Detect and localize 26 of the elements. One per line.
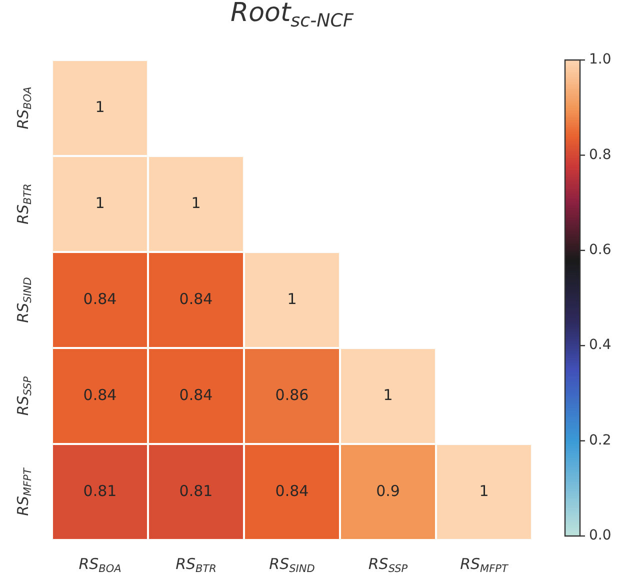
data-label: 0.84	[275, 482, 309, 500]
data-label: 0.9	[376, 482, 400, 500]
data-label: 0.81	[83, 482, 117, 500]
color-bar-label: 1.0	[589, 52, 612, 68]
y-tick-label: RSSSP	[14, 376, 34, 416]
data-label: 0.84	[83, 386, 117, 404]
data-label: 1	[95, 194, 105, 212]
color-bar-label: 0.2	[589, 432, 612, 448]
data-label: 1	[479, 482, 489, 500]
y-tick-label: RSBTR	[14, 184, 34, 224]
data-label: 1	[95, 98, 105, 116]
color-bar-label: 0.8	[589, 146, 612, 163]
color-bar-label: 0.6	[589, 242, 612, 258]
y-tick-label: RSMFPT	[14, 466, 34, 516]
data-label: 0.84	[179, 290, 213, 308]
color-bar-label: 0.0	[589, 528, 612, 544]
data-label: 1	[287, 290, 297, 308]
color-bar-label: 0.4	[589, 337, 612, 354]
y-tick-label: RSBOA	[14, 86, 34, 130]
data-label: 0.84	[179, 386, 213, 404]
data-label: 1	[383, 386, 393, 404]
data-label: 1	[191, 194, 201, 212]
y-tick-label: RSSIND	[14, 277, 34, 323]
data-label: 0.86	[275, 386, 309, 404]
data-label: 0.84	[83, 290, 117, 308]
data-label: 0.81	[179, 482, 213, 500]
